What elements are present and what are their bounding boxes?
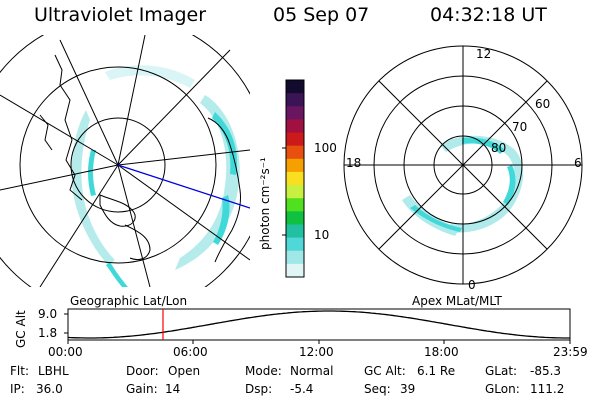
mlat-label-60: 60 (535, 97, 551, 111)
colorbar-cell (286, 185, 304, 199)
ip-value: 36.0 (36, 382, 63, 396)
colorbar-cell (286, 263, 304, 278)
colorbar-cell (286, 198, 304, 212)
timeline-ytick-low: 1.8 (38, 326, 58, 340)
app-title: Ultraviolet Imager (34, 4, 207, 26)
colorbar-cell (286, 93, 304, 107)
dsp-label: Dsp: (245, 382, 273, 396)
seq-value: 39 (400, 382, 416, 396)
gain-label: Gain: (126, 382, 158, 396)
colorbar-cell (286, 80, 304, 94)
colorbar-cell (286, 106, 304, 120)
polar-plot (343, 45, 583, 285)
aurora-bright-left (88, 112, 238, 287)
coastline (39, 54, 241, 263)
mlt-label-6: 6 (574, 156, 582, 170)
time-tick-1800: 18:00 (424, 345, 459, 359)
filter-label: Flt: (10, 364, 29, 378)
gain-value: 14 (165, 382, 181, 396)
colorbar-unit-label: photon cm⁻²s⁻¹ (258, 157, 272, 250)
geographic-map (0, 35, 250, 287)
mode-label: Mode: (245, 364, 282, 378)
time-readout: 04:32:18 UT (430, 4, 547, 26)
meridian-lines (0, 35, 250, 287)
track-line (117, 164, 250, 209)
date-readout: 05 Sep 07 (273, 4, 370, 26)
colorbar (282, 79, 305, 278)
timeline-ytick-high: 9.0 (38, 307, 58, 321)
mlat-label-70: 70 (512, 120, 528, 134)
latitude-circles (0, 35, 250, 287)
time-tick-1200: 12:00 (299, 345, 334, 359)
colorbar-cell (286, 211, 304, 225)
right-panel-label: Apex MLat/MLT (412, 294, 502, 308)
glon-value: 111.2 (530, 382, 565, 396)
glat-label: GLat: (485, 364, 518, 378)
mlt-label-18: 18 (346, 156, 362, 170)
aurora-bright-right (410, 137, 516, 232)
colorbar-tick-10: 10 (314, 228, 330, 242)
door-value: Open (168, 364, 201, 378)
filter-value: LBHL (38, 364, 69, 378)
mlt-label-12: 12 (476, 47, 492, 61)
mlat-label-80: 80 (491, 141, 507, 155)
timeline-axis-label: GC Alt (14, 310, 28, 348)
time-tick-2359: 23:59 (553, 345, 588, 359)
colorbar-tick-100: 100 (314, 141, 337, 155)
colorbar-cell (286, 145, 304, 160)
ip-label: IP: (10, 382, 25, 396)
left-panel-label: Geographic Lat/Lon (70, 294, 188, 308)
time-tick-0600: 06:00 (173, 345, 208, 359)
altitude-curve (67, 310, 570, 339)
colorbar-cell (286, 250, 304, 265)
glon-label: GLon: (485, 382, 520, 396)
gcalt-label: GC Alt: (364, 364, 406, 378)
colorbar-cell (286, 237, 304, 252)
polar-spokes (344, 46, 582, 284)
colorbar-cell (286, 132, 304, 147)
seq-label: Seq: (364, 382, 391, 396)
glat-value: -85.3 (530, 364, 562, 378)
altitude-timeline (64, 308, 571, 344)
dsp-value: -5.4 (290, 382, 314, 396)
door-label: Door: (126, 364, 159, 378)
time-tick-0000: 00:00 (48, 345, 83, 359)
colorbar-cell (286, 224, 304, 239)
gcalt-value: 6.1 Re (417, 364, 456, 378)
colorbar-frame (285, 79, 305, 278)
mlt-label-0: 0 (468, 278, 476, 292)
colorbar-cell (286, 119, 304, 134)
mode-value: Normal (290, 364, 334, 378)
colorbar-cell (286, 158, 304, 173)
colorbar-cell (286, 171, 304, 186)
